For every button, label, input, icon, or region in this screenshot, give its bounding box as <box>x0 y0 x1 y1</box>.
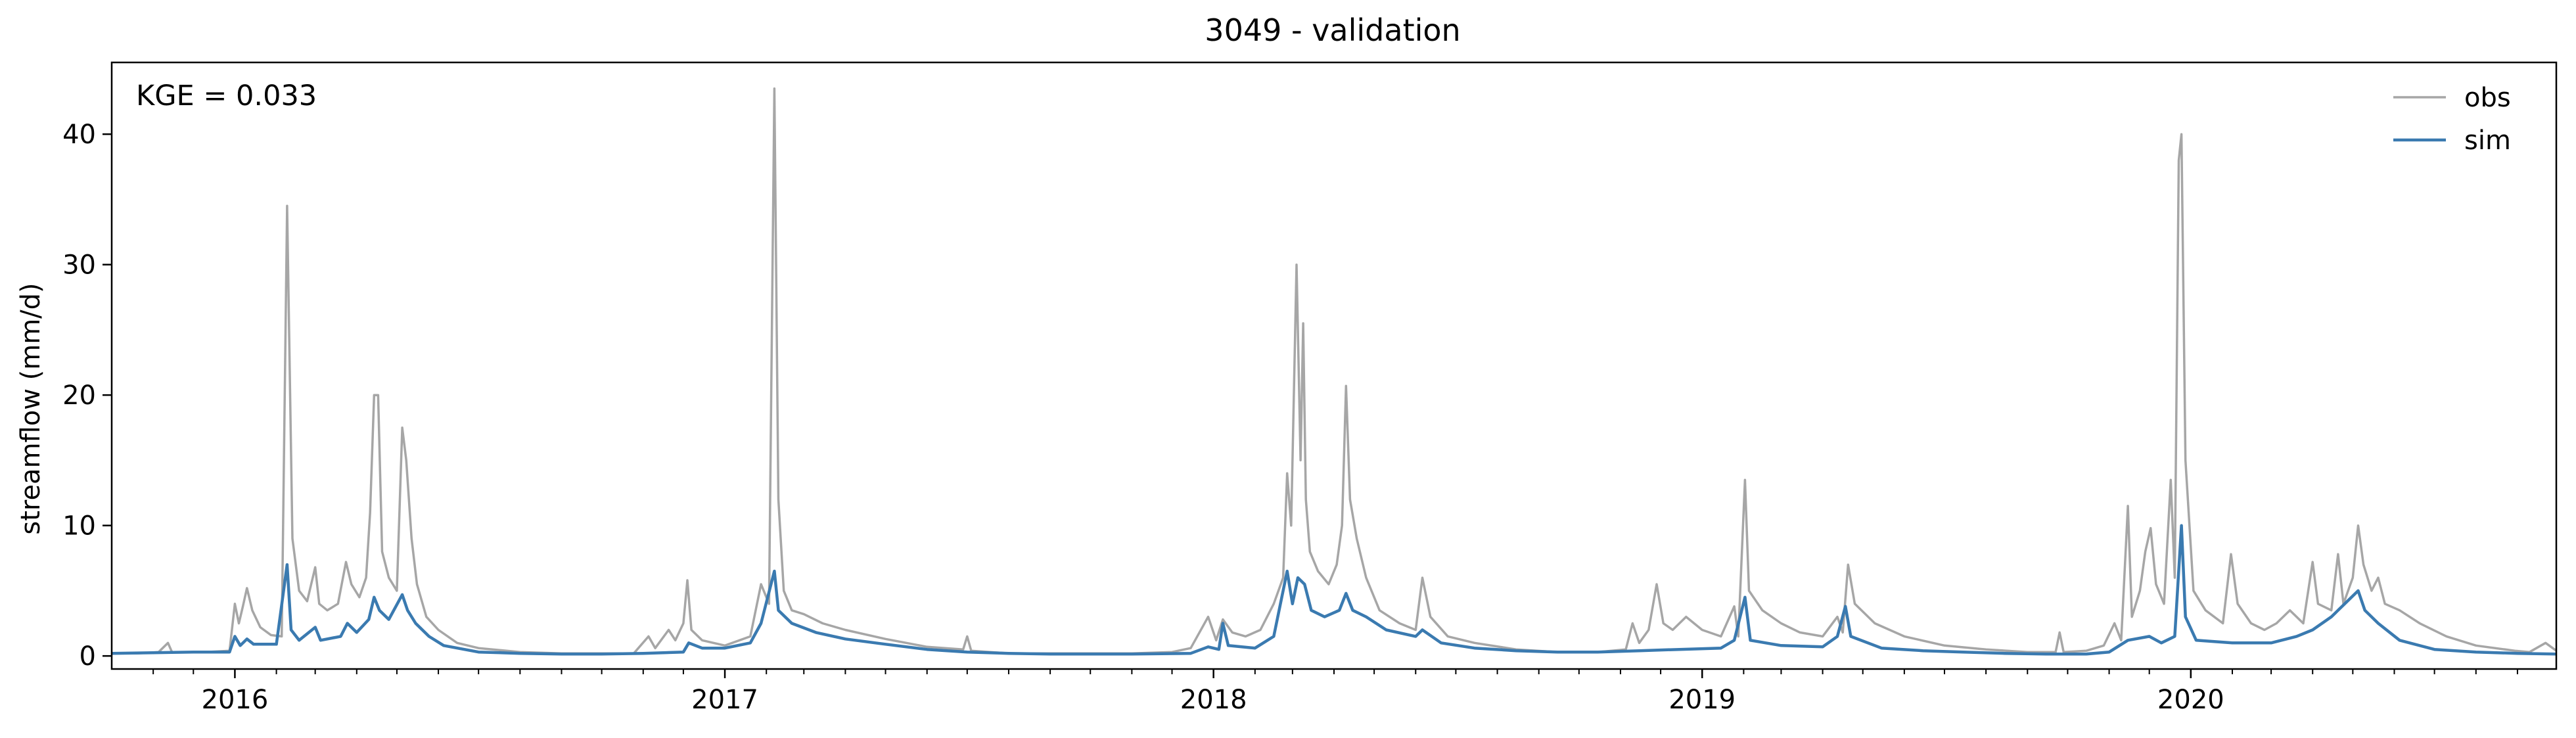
y-tick-label: 40 <box>62 120 96 150</box>
series-line-obs <box>112 87 2558 655</box>
x-tick-label: 2020 <box>2157 685 2224 715</box>
x-tick-label: 2017 <box>691 685 758 715</box>
series-line-sim <box>111 524 2557 656</box>
y-tick-label: 30 <box>62 250 96 281</box>
legend-label-sim: sim <box>2464 126 2511 156</box>
x-tick-label: 2016 <box>202 685 269 715</box>
y-axis-label: streamflow (mm/d) <box>16 283 46 534</box>
plot-area: 0 10 20 30 40 2016 2017 2018 2019 2020 <box>62 61 2558 715</box>
x-tick-label: 2018 <box>1180 685 1247 715</box>
x-tick-label: 2019 <box>1668 685 1736 715</box>
kge-annotation: KGE = 0.033 <box>136 80 317 112</box>
legend-label-obs: obs <box>2464 83 2511 113</box>
chart-title: 3049 - validation <box>1205 12 1460 48</box>
y-tick-label: 20 <box>62 381 96 411</box>
legend: obs sim <box>2393 83 2511 156</box>
y-tick-label: 0 <box>80 641 96 672</box>
y-tick-label: 10 <box>62 511 96 542</box>
